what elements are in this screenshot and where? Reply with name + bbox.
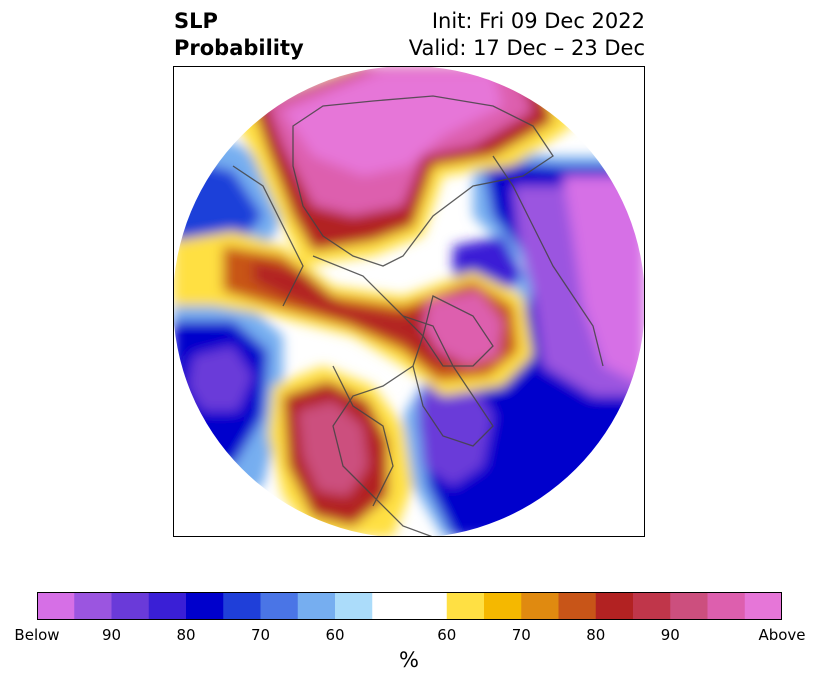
colorbar-cell bbox=[744, 592, 782, 620]
probability-map bbox=[173, 66, 645, 537]
title-line-1: SLP bbox=[174, 9, 218, 33]
colorbar-tick-label: 60 bbox=[437, 626, 457, 644]
colorbar-cell bbox=[37, 592, 75, 620]
colorbar-tick-label: 60 bbox=[325, 626, 345, 644]
colorbar-tick-label: 90 bbox=[660, 626, 680, 644]
colorbar-cell bbox=[260, 592, 299, 620]
colorbar-units: % bbox=[399, 648, 419, 672]
colorbar-tick-label: Above bbox=[758, 626, 806, 644]
init-date: Init: Fri 09 Dec 2022 bbox=[431, 9, 645, 33]
colorbar-cell bbox=[707, 592, 746, 620]
colorbar-tick-label: 90 bbox=[101, 626, 122, 644]
colorbar-tick-label: 70 bbox=[511, 626, 531, 644]
colorbar-cell bbox=[111, 592, 150, 620]
colorbar-cell bbox=[521, 592, 559, 620]
colorbar bbox=[37, 592, 782, 620]
colorbar-cell bbox=[148, 592, 187, 620]
colorbar-cell bbox=[372, 592, 448, 620]
colorbar-cell bbox=[186, 592, 224, 620]
colorbar-tick-label: 80 bbox=[586, 626, 606, 644]
colorbar-cell bbox=[223, 592, 261, 620]
title-line-2: Probability bbox=[174, 36, 304, 60]
colorbar-cell bbox=[335, 592, 373, 620]
colorbar-cell bbox=[558, 592, 597, 620]
map-title: SLP Probability bbox=[174, 8, 304, 62]
colorbar-cell bbox=[595, 592, 634, 620]
colorbar-cell bbox=[484, 592, 522, 620]
valid-dates: Valid: 17 Dec – 23 Dec bbox=[408, 36, 645, 60]
colorbar-cell bbox=[446, 592, 485, 620]
colorbar-tick-label: 70 bbox=[250, 626, 271, 644]
colorbar-cell bbox=[633, 592, 671, 620]
map-dates: Init: Fri 09 Dec 2022 Valid: 17 Dec – 23… bbox=[409, 8, 645, 62]
probability-field bbox=[173, 66, 645, 537]
colorbar-cell bbox=[297, 592, 336, 620]
colorbar-tick-label: Below bbox=[14, 626, 60, 644]
colorbar-cell bbox=[74, 592, 112, 620]
colorbar-cell bbox=[670, 592, 708, 620]
colorbar-tick-label: 80 bbox=[176, 626, 196, 644]
